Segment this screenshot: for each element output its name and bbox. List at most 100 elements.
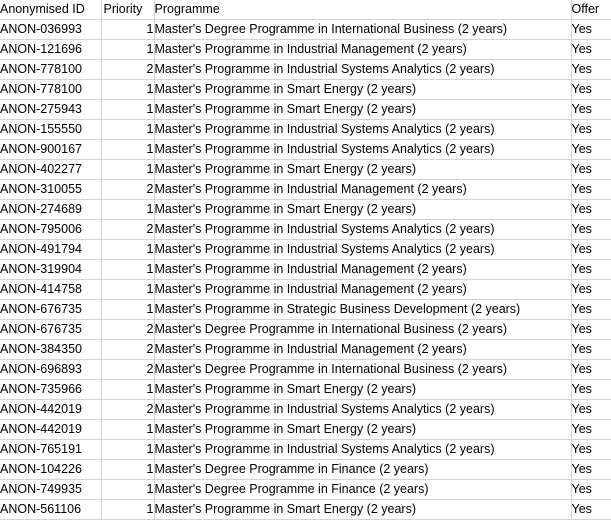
id-cell[interactable]: ANON-310055	[0, 179, 102, 200]
offer-cell[interactable]: Yes	[571, 439, 611, 460]
priority-cell[interactable]: 1	[101, 379, 155, 400]
offer-cell[interactable]: Yes	[571, 379, 611, 400]
priority-cell[interactable]: 1	[101, 259, 155, 280]
offer-cell[interactable]: Yes	[571, 119, 611, 140]
priority-cell[interactable]: 2	[101, 59, 155, 80]
programme-cell[interactable]: Master's Degree Programme in Finance (2 …	[154, 459, 572, 480]
programme-cell[interactable]: Master's Programme in Smart Energy (2 ye…	[154, 159, 572, 180]
header-cell-priority[interactable]: Priority	[101, 0, 155, 20]
id-cell[interactable]: ANON-442019	[0, 399, 102, 420]
programme-cell[interactable]: Master's Programme in Industrial Systems…	[154, 239, 572, 260]
priority-cell[interactable]: 1	[101, 199, 155, 220]
offer-cell[interactable]: Yes	[571, 59, 611, 80]
id-cell[interactable]: ANON-036993	[0, 19, 102, 40]
id-cell[interactable]: ANON-749935	[0, 479, 102, 500]
id-cell[interactable]: ANON-765191	[0, 439, 102, 460]
id-cell[interactable]: ANON-319904	[0, 259, 102, 280]
programme-cell[interactable]: Master's Programme in Smart Energy (2 ye…	[154, 379, 572, 400]
offer-cell[interactable]: Yes	[571, 259, 611, 280]
offer-cell[interactable]: Yes	[571, 99, 611, 120]
programme-cell[interactable]: Master's Programme in Industrial Managem…	[154, 339, 572, 360]
priority-cell[interactable]: 2	[101, 399, 155, 420]
header-cell-offer[interactable]: Offer	[571, 0, 611, 20]
offer-cell[interactable]: Yes	[571, 219, 611, 240]
priority-cell[interactable]: 1	[101, 159, 155, 180]
programme-cell[interactable]: Master's Programme in Industrial Systems…	[154, 399, 572, 420]
programme-cell[interactable]: Master's Programme in Smart Energy (2 ye…	[154, 99, 572, 120]
programme-cell[interactable]: Master's Programme in Industrial Managem…	[154, 279, 572, 300]
offer-cell[interactable]: Yes	[571, 359, 611, 380]
offer-cell[interactable]: Yes	[571, 39, 611, 60]
id-cell[interactable]: ANON-275943	[0, 99, 102, 120]
priority-cell[interactable]: 2	[101, 339, 155, 360]
id-cell[interactable]: ANON-491794	[0, 239, 102, 260]
offer-cell[interactable]: Yes	[571, 299, 611, 320]
priority-cell[interactable]: 1	[101, 19, 155, 40]
id-cell[interactable]: ANON-795006	[0, 219, 102, 240]
id-cell[interactable]: ANON-155550	[0, 119, 102, 140]
id-cell[interactable]: ANON-274689	[0, 199, 102, 220]
priority-cell[interactable]: 1	[101, 279, 155, 300]
offer-cell[interactable]: Yes	[571, 79, 611, 100]
id-cell[interactable]: ANON-696893	[0, 359, 102, 380]
priority-cell[interactable]: 2	[101, 179, 155, 200]
programme-cell[interactable]: Master's Programme in Industrial Managem…	[154, 39, 572, 60]
priority-cell[interactable]: 2	[101, 219, 155, 240]
id-cell[interactable]: ANON-121696	[0, 39, 102, 60]
priority-cell[interactable]: 1	[101, 459, 155, 480]
id-cell[interactable]: ANON-676735	[0, 319, 102, 340]
priority-cell[interactable]: 1	[101, 39, 155, 60]
offer-cell[interactable]: Yes	[571, 199, 611, 220]
offer-cell[interactable]: Yes	[571, 419, 611, 440]
id-cell[interactable]: ANON-561106	[0, 499, 102, 520]
programme-cell[interactable]: Master's Programme in Industrial Systems…	[154, 59, 572, 80]
id-cell[interactable]: ANON-900167	[0, 139, 102, 160]
id-cell[interactable]: ANON-676735	[0, 299, 102, 320]
priority-cell[interactable]: 1	[101, 299, 155, 320]
offer-cell[interactable]: Yes	[571, 339, 611, 360]
priority-cell[interactable]: 1	[101, 479, 155, 500]
priority-cell[interactable]: 1	[101, 79, 155, 100]
id-cell[interactable]: ANON-104226	[0, 459, 102, 480]
programme-cell[interactable]: Master's Programme in Smart Energy (2 ye…	[154, 199, 572, 220]
id-cell[interactable]: ANON-442019	[0, 419, 102, 440]
programme-cell[interactable]: Master's Degree Programme in Internation…	[154, 319, 572, 340]
priority-cell[interactable]: 1	[101, 239, 155, 260]
id-cell[interactable]: ANON-414758	[0, 279, 102, 300]
offer-cell[interactable]: Yes	[571, 459, 611, 480]
header-cell-anonymised-id[interactable]: Anonymised ID	[0, 0, 102, 20]
offer-cell[interactable]: Yes	[571, 479, 611, 500]
header-cell-programme[interactable]: Programme	[154, 0, 572, 20]
programme-cell[interactable]: Master's Programme in Smart Energy (2 ye…	[154, 499, 572, 520]
programme-cell[interactable]: Master's Degree Programme in Internation…	[154, 19, 572, 40]
programme-cell[interactable]: Master's Programme in Industrial Systems…	[154, 219, 572, 240]
offer-cell[interactable]: Yes	[571, 179, 611, 200]
priority-cell[interactable]: 1	[101, 439, 155, 460]
programme-cell[interactable]: Master's Programme in Industrial Managem…	[154, 259, 572, 280]
programme-cell[interactable]: Master's Programme in Industrial Systems…	[154, 119, 572, 140]
programme-cell[interactable]: Master's Programme in Strategic Business…	[154, 299, 572, 320]
offer-cell[interactable]: Yes	[571, 159, 611, 180]
priority-cell[interactable]: 1	[101, 419, 155, 440]
priority-cell[interactable]: 1	[101, 119, 155, 140]
programme-cell[interactable]: Master's Degree Programme in Finance (2 …	[154, 479, 572, 500]
id-cell[interactable]: ANON-384350	[0, 339, 102, 360]
programme-cell[interactable]: Master's Programme in Smart Energy (2 ye…	[154, 419, 572, 440]
priority-cell[interactable]: 2	[101, 319, 155, 340]
id-cell[interactable]: ANON-778100	[0, 79, 102, 100]
programme-cell[interactable]: Master's Programme in Industrial Managem…	[154, 179, 572, 200]
programme-cell[interactable]: Master's Programme in Smart Energy (2 ye…	[154, 79, 572, 100]
id-cell[interactable]: ANON-402277	[0, 159, 102, 180]
offer-cell[interactable]: Yes	[571, 239, 611, 260]
offer-cell[interactable]: Yes	[571, 279, 611, 300]
offer-cell[interactable]: Yes	[571, 19, 611, 40]
programme-cell[interactable]: Master's Programme in Industrial Systems…	[154, 139, 572, 160]
offer-cell[interactable]: Yes	[571, 139, 611, 160]
id-cell[interactable]: ANON-778100	[0, 59, 102, 80]
offer-cell[interactable]: Yes	[571, 399, 611, 420]
offer-cell[interactable]: Yes	[571, 319, 611, 340]
programme-cell[interactable]: Master's Degree Programme in Internation…	[154, 359, 572, 380]
priority-cell[interactable]: 2	[101, 359, 155, 380]
id-cell[interactable]: ANON-735966	[0, 379, 102, 400]
programme-cell[interactable]: Master's Programme in Industrial Systems…	[154, 439, 572, 460]
